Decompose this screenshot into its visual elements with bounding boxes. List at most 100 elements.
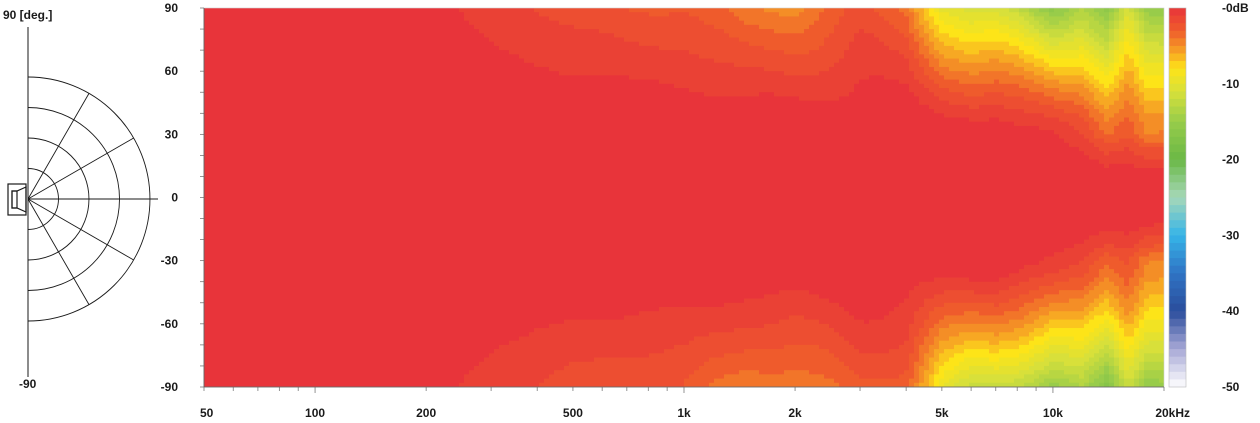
heatmap-cell [524, 62, 530, 338]
heatmap-cell [624, 8, 630, 43]
heatmap-cell [1039, 353, 1045, 363]
heatmap-cell [1064, 41, 1070, 51]
heatmap-cell [814, 344, 820, 375]
heatmap-cell [1049, 88, 1055, 98]
y-tick-label: 60 [165, 64, 179, 78]
heatmap-cell [554, 8, 560, 22]
heatmap-cell [799, 75, 805, 102]
heatmap-cell [659, 306, 665, 354]
heatmap-cell [729, 374, 735, 387]
heatmap-cell [1049, 285, 1055, 295]
colorbar-segment [1169, 8, 1186, 16]
heatmap-cell [1034, 370, 1040, 380]
heatmap-cell [1129, 20, 1135, 34]
heatmap-cell [1149, 24, 1155, 34]
heatmap-cell [1029, 113, 1035, 127]
heatmap-cell [1064, 374, 1070, 380]
heatmap-cell [1009, 62, 1015, 76]
heatmap-cell [684, 378, 690, 387]
heatmap-cell [909, 8, 915, 13]
heatmap-cell [569, 8, 575, 26]
heatmap-cell [1049, 130, 1055, 258]
colorbar-segment [1169, 106, 1186, 115]
heatmap-cell [969, 323, 975, 333]
heatmap-cell [619, 75, 625, 321]
heatmap-cell [979, 340, 985, 350]
heatmap-cell [1114, 62, 1120, 76]
heatmap-cell [969, 62, 975, 76]
heatmap-cell [979, 71, 985, 85]
heatmap-cell [1064, 353, 1070, 367]
heatmap-cell [539, 8, 545, 18]
heatmap-cell [759, 298, 765, 329]
heatmap-cell [609, 357, 615, 387]
heatmap-cell [1159, 243, 1164, 253]
colorbar-segment [1169, 53, 1186, 62]
heatmap-cell [1114, 285, 1120, 300]
heatmap-cell [904, 83, 910, 300]
heatmap-cell [1069, 290, 1075, 300]
heatmap-cell [1034, 75, 1040, 85]
heatmap-cell [599, 357, 605, 387]
heatmap-cell [939, 41, 945, 55]
heatmap-cell [1139, 378, 1145, 387]
heatmap-cell [739, 41, 745, 68]
heatmap-cell [774, 12, 780, 34]
heatmap-cell [944, 277, 950, 291]
heatmap-cell [789, 75, 795, 98]
heatmap-cell [1149, 378, 1155, 387]
heatmap-cell [654, 45, 660, 81]
heatmap-cell [1154, 340, 1160, 354]
heatmap-cell [1054, 109, 1060, 119]
speaker-icon [7, 183, 27, 216]
heatmap-cell [1029, 45, 1035, 55]
heatmap-cell [554, 20, 560, 72]
colorbar-tick-label: -10 [1222, 77, 1240, 91]
heatmap-cell [1024, 353, 1030, 363]
heatmap-cell [1064, 92, 1070, 102]
heatmap-cell [829, 353, 835, 380]
heatmap-cell [1084, 109, 1090, 123]
heatmap-cell [494, 8, 500, 47]
heatmap-cell [949, 290, 955, 304]
heatmap-cell [594, 357, 600, 387]
heatmap-cell [654, 8, 660, 18]
heatmap-cell [789, 16, 795, 34]
heatmap-cell [379, 8, 385, 387]
heatmap-cell [1149, 361, 1155, 371]
heatmap-cell [1024, 336, 1030, 346]
heatmap-cell [1099, 163, 1105, 232]
heatmap-cell [1139, 226, 1145, 241]
heatmap-cell [1019, 306, 1025, 321]
heatmap-cell [1089, 37, 1095, 47]
heatmap-cell [1099, 151, 1105, 165]
colorbar-segment [1169, 15, 1186, 24]
heatmap-cell [1009, 29, 1015, 39]
heatmap-cell [709, 58, 715, 98]
heatmap-cell [1054, 50, 1060, 60]
heatmap-cell [654, 311, 660, 354]
heatmap-cell [1029, 37, 1035, 47]
heatmap-cell [829, 66, 835, 102]
heatmap-cell [1024, 113, 1030, 127]
heatmap-cell [949, 45, 955, 60]
heatmap-cell [1074, 349, 1080, 359]
heatmap-cell [949, 315, 955, 325]
heatmap-cell [1129, 58, 1135, 72]
heatmap-cell [1029, 311, 1035, 325]
heatmap-cell [939, 33, 945, 43]
heatmap-cell [989, 29, 995, 43]
heatmap-cell [929, 66, 935, 81]
heatmap-cell [1144, 256, 1150, 266]
heatmap-cell [354, 8, 360, 387]
heatmap-cell [1049, 353, 1055, 363]
heatmap-cell [1064, 100, 1070, 114]
heatmap-cell [464, 374, 470, 387]
heatmap-cell [1039, 45, 1045, 55]
heatmap-cell [1134, 155, 1140, 169]
heatmap-cell [1074, 365, 1080, 375]
heatmap-cell [994, 294, 1000, 308]
heatmap-cell [914, 8, 920, 13]
heatmap-cell [974, 109, 980, 123]
heatmap-cell [839, 361, 845, 387]
